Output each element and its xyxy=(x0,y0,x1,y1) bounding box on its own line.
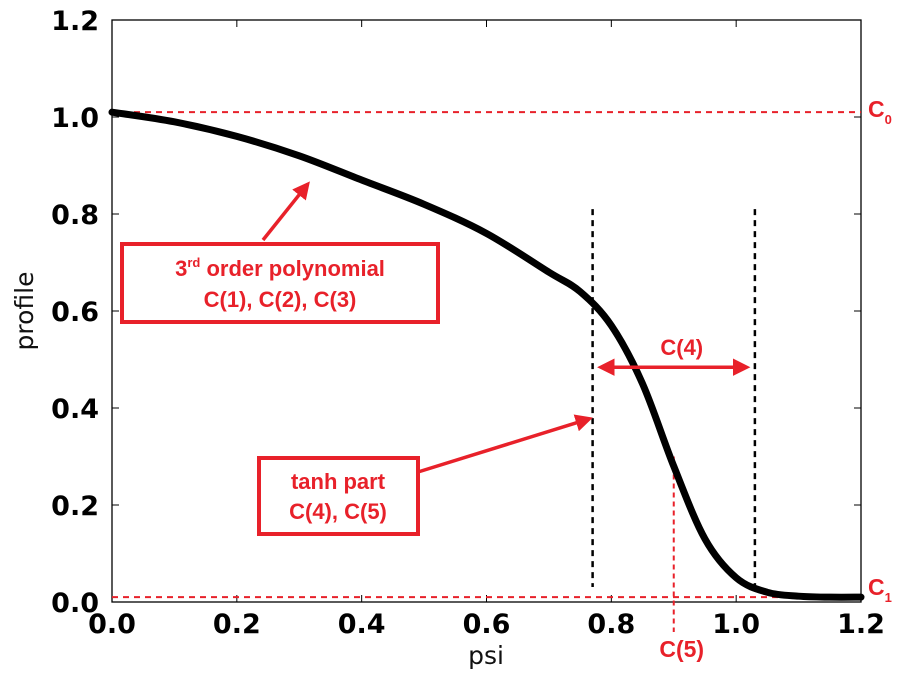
tanh-line1: tanh part xyxy=(291,469,386,494)
c0-label-main: C xyxy=(868,96,885,122)
y-axis-title: profile xyxy=(10,272,39,351)
polynomial-ordinal-suffix: rd xyxy=(187,255,200,270)
x-tick-label: 0.6 xyxy=(463,609,511,640)
x-tick-label: 0.2 xyxy=(213,609,261,640)
polynomial-box xyxy=(120,242,440,324)
c5-label: C(5) xyxy=(659,636,704,662)
c0-label-subscript: 0 xyxy=(885,112,892,127)
polynomial-line1-rest: order polynomial xyxy=(200,256,385,281)
x-tick-label: 0.0 xyxy=(88,609,136,640)
c1-label-subscript: 1 xyxy=(885,590,892,605)
polynomial-line1: 3rd order polynomial xyxy=(175,255,385,281)
y-tick-label: 0.6 xyxy=(51,297,99,328)
tanh-line2: C(4), C(5) xyxy=(289,499,387,524)
c1-label: C1 xyxy=(868,574,892,605)
axis-tick-labels: 0.0 0.2 0.4 0.6 0.8 1.0 1.2 0.0 0.2 0.4 0.6 0.8 1.0 1… xyxy=(51,6,885,640)
tanh-box xyxy=(257,456,420,536)
polynomial-line2: C(1), C(2), C(3) xyxy=(204,287,357,312)
width-label: C(4) xyxy=(660,335,703,360)
annotations: 3rd order polynomial C(1), C(2), C(3) tanh… xyxy=(120,181,751,536)
x-tick-label: 0.4 xyxy=(338,609,386,640)
polynomial-ordinal: 3 xyxy=(175,256,187,281)
y-tick-label: 0.8 xyxy=(51,200,99,231)
y-tick-label: 0.2 xyxy=(51,491,99,522)
y-tick-label: 0.0 xyxy=(51,588,99,619)
y-tick-label: 1.2 xyxy=(51,6,99,37)
tanh-arrow xyxy=(417,414,593,474)
x-tick-label: 1.2 xyxy=(837,609,885,640)
x-tick-label: 0.8 xyxy=(587,609,635,640)
x-tick-label: 1.0 xyxy=(712,609,760,640)
series-line-0 xyxy=(108,108,865,601)
polynomial-arrow xyxy=(261,181,310,242)
c1-label-main: C xyxy=(868,574,885,600)
x-axis-title: psi xyxy=(468,641,504,670)
c0-label: C0 xyxy=(868,96,892,127)
data-series xyxy=(108,108,865,601)
y-tick-label: 0.4 xyxy=(51,394,99,425)
y-tick-label: 1.0 xyxy=(51,103,99,134)
